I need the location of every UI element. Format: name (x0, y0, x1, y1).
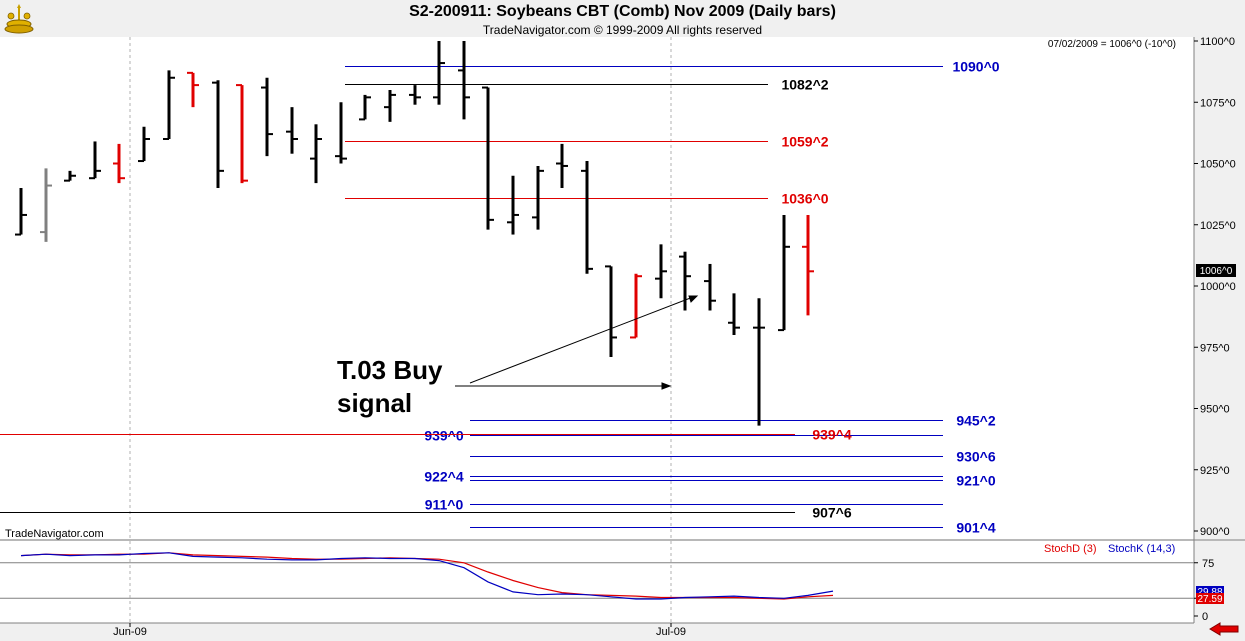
stoch-tick-label: 75 (1202, 558, 1214, 570)
price-tick-label: 1075^0 (1200, 97, 1236, 109)
level-label: 901^4 (956, 520, 996, 536)
signal-annotation-line2: signal (337, 388, 412, 418)
price-tick-label: 925^0 (1200, 465, 1230, 477)
level-label: 921^0 (956, 473, 996, 489)
date-tick-label: Jun-09 (113, 626, 147, 638)
scroll-left-arrow-icon[interactable] (1208, 622, 1240, 636)
price-tick-label: 1050^0 (1200, 159, 1236, 171)
watermark-text: TradeNavigator.com (5, 528, 104, 540)
price-panel (0, 37, 1194, 539)
price-tick-label: 1025^0 (1200, 220, 1236, 232)
price-tick-label: 1100^0 (1200, 36, 1235, 48)
date-tick-label: Jul-09 (656, 626, 686, 638)
last-price-info: 07/02/2009 = 1006^0 (-10^0) (1048, 39, 1176, 50)
level-label: 1059^2 (781, 134, 828, 150)
price-tick-label: 900^0 (1200, 526, 1230, 538)
legend-stoch-d: StochD (3) (1044, 543, 1097, 555)
price-tick-label: 1000^0 (1200, 281, 1236, 293)
legend-stoch-k: StochK (14,3) (1108, 543, 1175, 555)
level-label: 1082^2 (781, 77, 828, 93)
level-label: 939^4 (812, 427, 852, 443)
time-axis-ticks: Jun-09 Jul-09 (113, 623, 686, 638)
signal-annotation-line1: T.03 Buy (337, 355, 443, 385)
level-label: 922^4 (424, 469, 464, 485)
price-tick-label: 975^0 (1200, 342, 1230, 354)
level-label: 907^6 (812, 505, 852, 521)
level-label: 911^0 (425, 497, 464, 513)
level-label: 1090^0 (952, 59, 999, 75)
level-label: 1036^0 (781, 191, 828, 207)
last-price-label: 1006^0 (1200, 266, 1233, 277)
level-label: 945^2 (956, 413, 996, 429)
level-label: 930^6 (956, 449, 996, 465)
stoch-d-value: 27.59 (1197, 594, 1222, 605)
level-label: 939^0 (424, 428, 464, 444)
price-tick-label: 950^0 (1200, 404, 1230, 416)
